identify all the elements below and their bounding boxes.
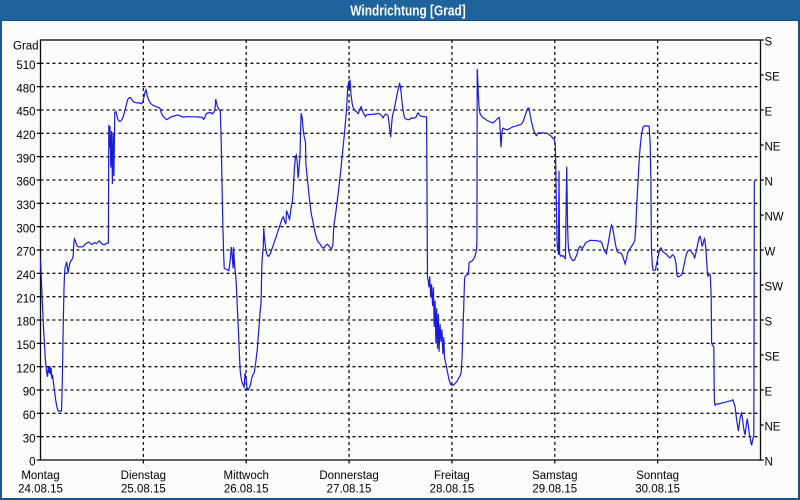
svg-text:Sonntag: Sonntag [636, 470, 679, 482]
svg-text:180: 180 [16, 317, 35, 329]
svg-text:120: 120 [16, 363, 35, 375]
svg-text:480: 480 [16, 83, 35, 95]
svg-text:150: 150 [16, 340, 35, 352]
svg-text:Freitag: Freitag [434, 470, 470, 482]
svg-text:25.08.15: 25.08.15 [121, 484, 166, 496]
svg-text:60: 60 [23, 410, 36, 422]
svg-text:NE: NE [765, 422, 781, 434]
svg-text:450: 450 [16, 107, 35, 119]
svg-text:S: S [765, 37, 773, 49]
svg-text:0: 0 [29, 457, 35, 469]
svg-text:330: 330 [16, 200, 35, 212]
svg-text:240: 240 [16, 270, 35, 282]
svg-text:29.08.15: 29.08.15 [532, 484, 577, 496]
svg-text:Mittwoch: Mittwoch [224, 470, 269, 482]
svg-text:Donnerstag: Donnerstag [319, 470, 378, 482]
svg-text:N: N [765, 457, 773, 469]
svg-text:510: 510 [16, 60, 35, 72]
svg-text:300: 300 [16, 223, 35, 235]
svg-text:24.08.15: 24.08.15 [18, 484, 63, 496]
svg-text:270: 270 [16, 247, 35, 259]
svg-text:SE: SE [765, 352, 781, 364]
svg-text:28.08.15: 28.08.15 [430, 484, 475, 496]
svg-text:E: E [765, 107, 773, 119]
svg-text:360: 360 [16, 177, 35, 189]
svg-text:Windrichtung [Grad]: Windrichtung [Grad] [350, 2, 465, 18]
svg-text:Montag: Montag [21, 470, 59, 482]
svg-text:Dienstag: Dienstag [121, 470, 166, 482]
svg-text:30: 30 [23, 433, 36, 445]
svg-text:N: N [765, 177, 773, 189]
svg-text:NE: NE [765, 142, 781, 154]
svg-text:S: S [765, 317, 773, 329]
svg-text:SE: SE [765, 72, 781, 84]
svg-text:Samstag: Samstag [532, 470, 577, 482]
svg-text:390: 390 [16, 153, 35, 165]
svg-text:90: 90 [23, 387, 36, 399]
svg-text:Grad: Grad [13, 41, 39, 53]
svg-text:420: 420 [16, 130, 35, 142]
svg-text:27.08.15: 27.08.15 [327, 484, 372, 496]
svg-text:E: E [765, 387, 773, 399]
svg-text:210: 210 [16, 293, 35, 305]
svg-text:NW: NW [765, 212, 784, 224]
svg-text:SW: SW [765, 282, 784, 294]
svg-text:W: W [765, 247, 776, 259]
svg-text:26.08.15: 26.08.15 [224, 484, 269, 496]
svg-text:30.08.15: 30.08.15 [635, 484, 680, 496]
